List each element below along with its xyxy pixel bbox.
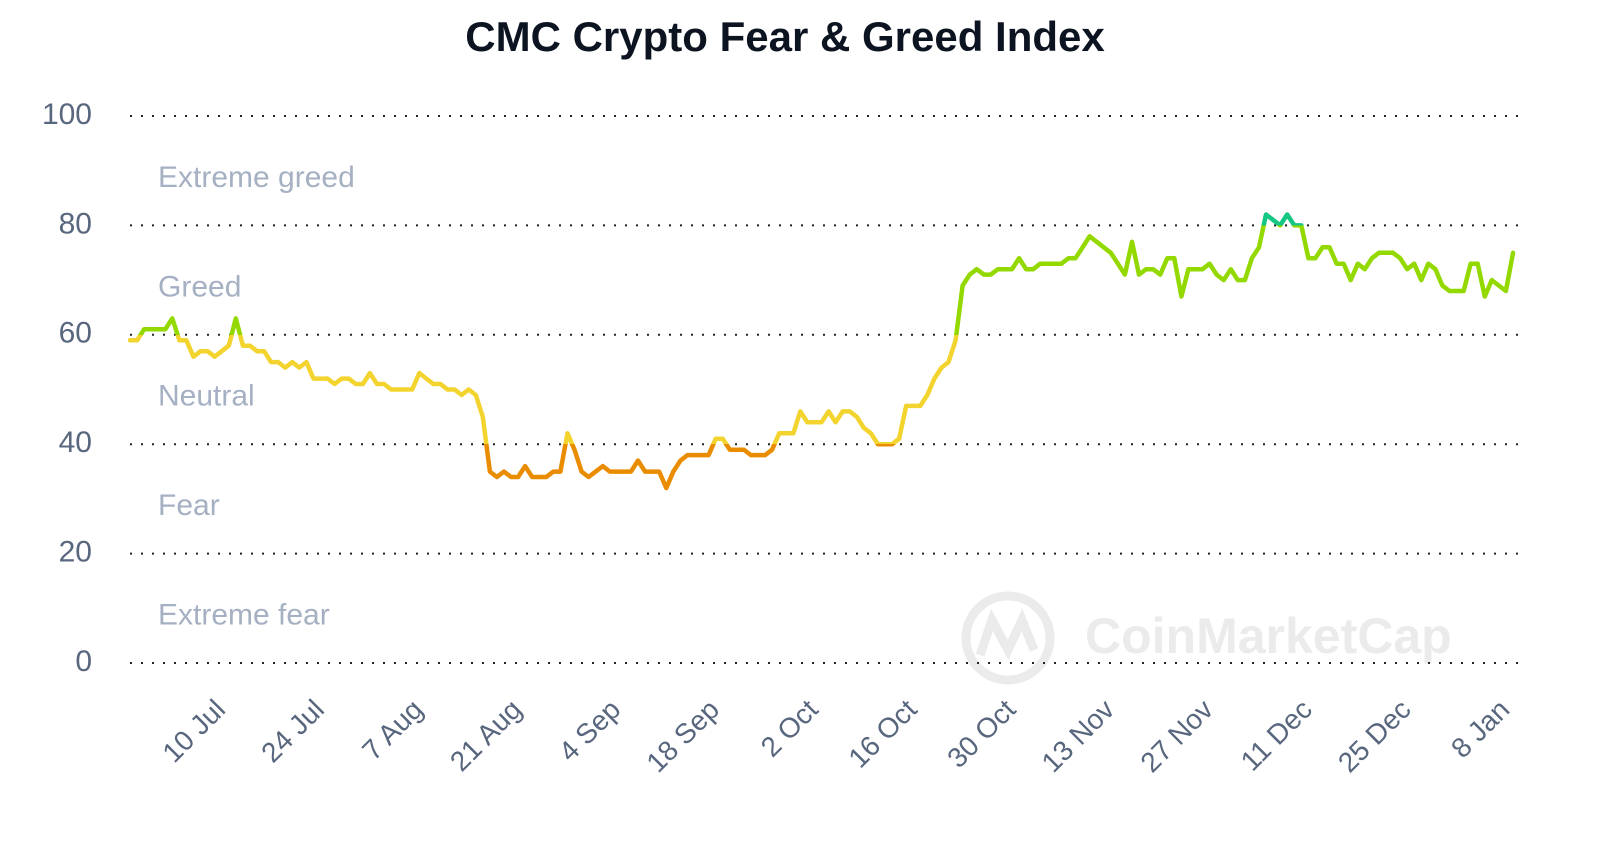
x-tick-label: 4 Sep	[553, 694, 627, 768]
x-tick-label: 2 Oct	[755, 693, 824, 762]
watermark: CoinMarketCap	[1085, 608, 1452, 664]
x-tick-label: 8 Jan	[1445, 694, 1515, 764]
y-tick-label: 60	[59, 317, 92, 350]
index-line	[127, 212, 1516, 491]
x-tick-label: 21 Aug	[444, 694, 528, 778]
chart-title: CMC Crypto Fear & Greed Index	[465, 13, 1105, 60]
y-tick-label: 20	[59, 536, 92, 569]
x-tick-label: 27 Nov	[1134, 694, 1219, 779]
x-tick-label: 7 Aug	[356, 694, 429, 767]
x-tick-label: 24 Jul	[255, 694, 330, 769]
x-tick-label: 18 Sep	[640, 694, 725, 779]
zone-label: Greed	[158, 270, 241, 303]
zone-label: Neutral	[158, 380, 255, 413]
zone-label: Fear	[158, 489, 220, 522]
x-tick-label: 10 Jul	[156, 694, 231, 769]
y-tick-label: 40	[59, 426, 92, 459]
y-tick-label: 100	[42, 98, 92, 131]
x-tick-label: 13 Nov	[1036, 694, 1121, 779]
x-tick-label: 25 Dec	[1332, 694, 1417, 779]
x-tick-label: 11 Dec	[1235, 694, 1318, 777]
x-tick-label: 16 Oct	[842, 693, 922, 773]
zone-label: Extreme fear	[158, 599, 330, 632]
zone-label: Extreme greed	[158, 161, 355, 194]
y-tick-label: 80	[59, 207, 92, 240]
x-tick-label: 30 Oct	[941, 693, 1021, 773]
y-tick-label: 0	[75, 645, 92, 678]
watermark-logo	[961, 591, 1055, 685]
